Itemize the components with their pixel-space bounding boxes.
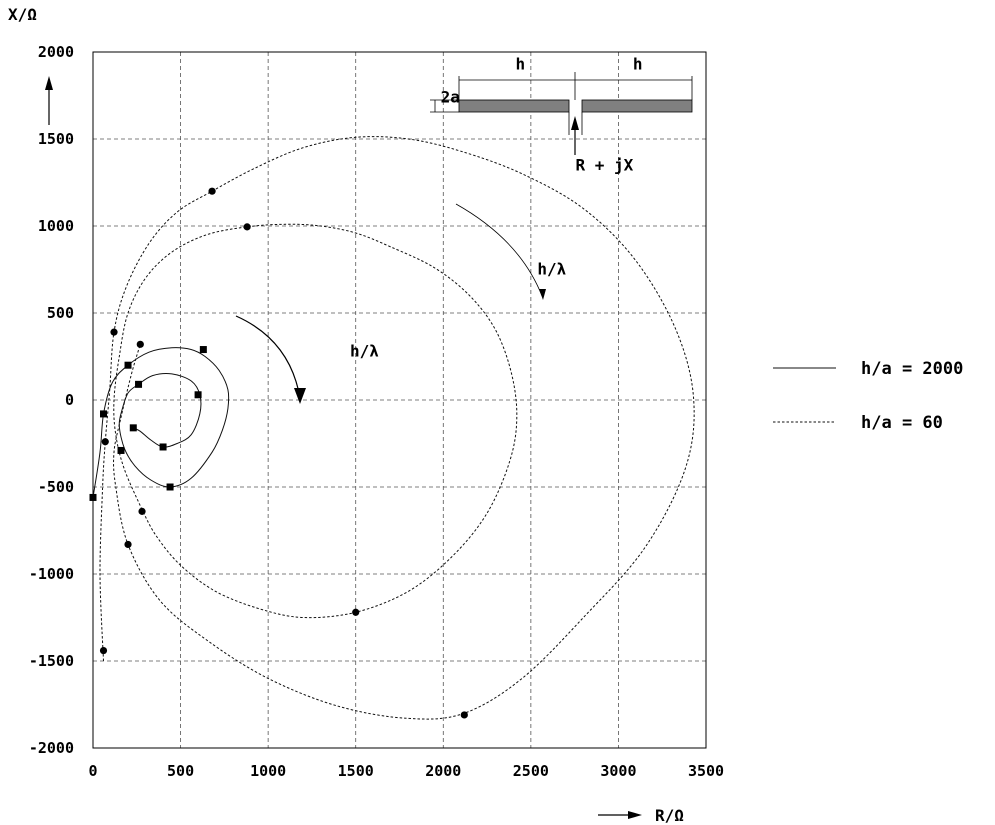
data-point-circle (110, 328, 118, 336)
plot-frame (92, 51, 707, 749)
series-layer (92, 136, 695, 720)
data-point-circle (352, 608, 360, 616)
annotation-label: h/λ (537, 260, 566, 279)
x-axis-label: R/Ω (655, 806, 684, 825)
annotation-label: R + jX (576, 155, 634, 174)
data-point-circle (99, 646, 108, 655)
dipole-schematic (430, 72, 693, 155)
x-tick-label: 0 (88, 762, 97, 780)
data-point-square (194, 391, 202, 399)
annotation-label: h (633, 54, 643, 73)
data-point-circle (138, 507, 146, 515)
legend-label-h-a-60: h/a = 60 (861, 413, 943, 433)
h-lambda-arrow-inner-icon (235, 315, 306, 404)
data-point-circle (243, 223, 251, 231)
x-tick-label: 2000 (425, 762, 461, 780)
annotation-label: h/λ (350, 342, 379, 361)
annotations: h/λ h/λ R + jX 2a h h (350, 54, 642, 360)
y-tick-label: 2000 (38, 43, 74, 61)
data-point-square (129, 424, 137, 432)
grid (93, 52, 706, 748)
data-point-square (135, 380, 143, 388)
y-tick-label: 1500 (38, 130, 74, 148)
tick-labels: 0 500 1000 1500 2000 2500 3000 3500 2000 1500 1000… (29, 43, 724, 780)
series-h-a-60-outer-line (99, 136, 695, 720)
y-tick-label: -500 (38, 478, 74, 496)
x-tick-label: 3000 (600, 762, 636, 780)
data-point-circle (124, 540, 132, 549)
h-lambda-arrow-outer-icon (455, 203, 546, 300)
data-point-square (117, 446, 125, 454)
y-axis-label: X/Ω (8, 5, 37, 24)
data-point-square (100, 410, 108, 418)
data-point-circle (101, 438, 109, 446)
x-tick-label: 500 (167, 762, 194, 780)
data-point-circle (460, 711, 468, 719)
annotation-label: 2a (441, 87, 460, 106)
x-tick-label: 1500 (338, 762, 374, 780)
data-point-circle (136, 340, 144, 348)
y-tick-label: 1000 (38, 217, 74, 235)
y-axis-arrow-icon (45, 76, 53, 125)
data-point-square (89, 493, 97, 501)
y-tick-label: -1000 (29, 565, 74, 583)
data-point-square (124, 361, 132, 369)
x-axis-arrow-icon (598, 811, 642, 819)
data-point-square (166, 483, 174, 491)
annotation-label: h (516, 54, 526, 73)
legend: h/a = 2000 h/a = 60 (773, 359, 963, 433)
y-tick-label: 500 (47, 304, 74, 322)
x-tick-label: 1000 (250, 762, 286, 780)
legend-label-h-a-2000: h/a = 2000 (861, 359, 963, 379)
marker-layer (89, 187, 468, 719)
dipole-right-arm (581, 99, 693, 113)
y-tick-label: -2000 (29, 739, 74, 757)
y-tick-label: -1500 (29, 652, 74, 670)
x-tick-label: 2500 (513, 762, 549, 780)
y-tick-label: 0 (65, 391, 74, 409)
series-h-a-60-inner-line (113, 223, 518, 619)
x-tick-label: 3500 (688, 762, 724, 780)
data-point-square (199, 346, 207, 354)
data-point-square (159, 443, 167, 451)
series-h-a-2000-line (92, 347, 230, 498)
dipole-left-arm (458, 99, 570, 113)
data-point-circle (208, 187, 216, 195)
